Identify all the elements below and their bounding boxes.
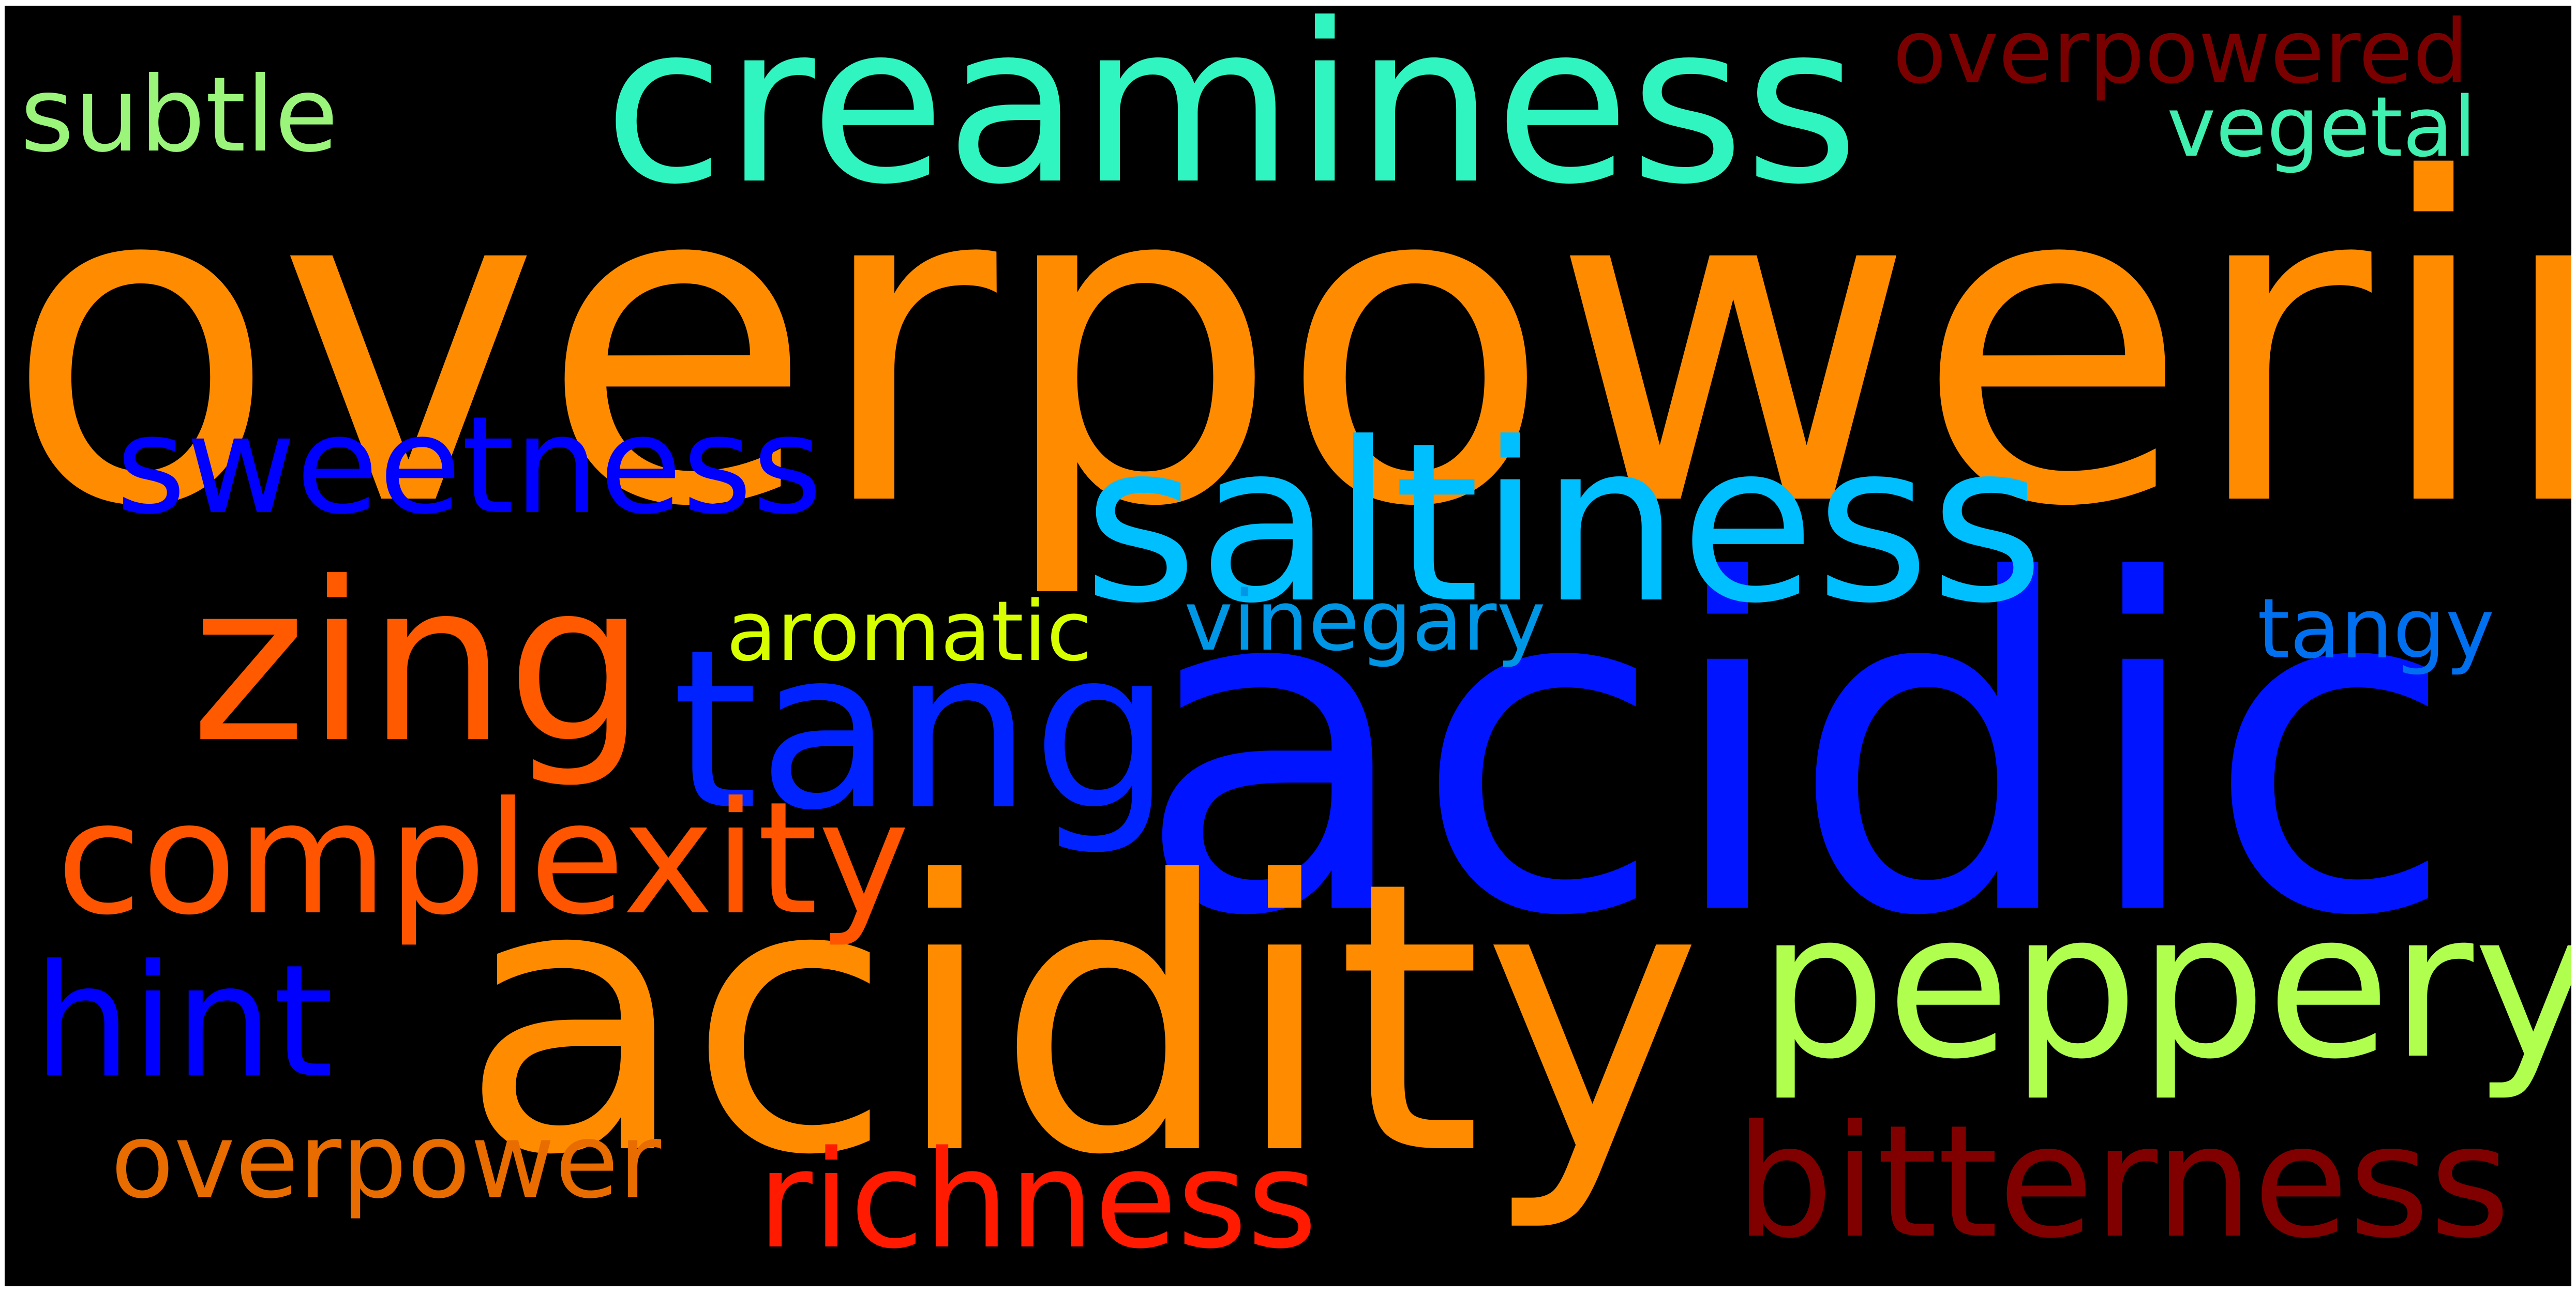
word-bitterness: bitterness — [1735, 1092, 2510, 1272]
word-acidic: acidic — [1135, 485, 2457, 1015]
word-tangy: tangy — [2257, 580, 2495, 677]
word-acidity: acidity — [460, 803, 1703, 1236]
word-zing: zing — [191, 536, 647, 791]
word-sweetness: sweetness — [116, 388, 822, 544]
word-cloud: overpowering acidic acidity creaminess s… — [5, 6, 2571, 1286]
word-overpowering: overpowering — [5, 86, 2571, 604]
word-tang: tang — [672, 603, 1172, 859]
word-vinegary: vinegary — [1184, 573, 1546, 669]
word-aromatic: aromatic — [726, 583, 1092, 680]
word-overpowered: overpowered — [1893, 6, 2469, 103]
word-subtle: subtle — [20, 55, 338, 175]
word-hint: hint — [33, 931, 334, 1112]
word-complexity: complexity — [56, 769, 910, 949]
word-saltiness: saltiness — [1083, 396, 2045, 652]
word-vegetal: vegetal — [2167, 79, 2477, 175]
word-richness: richness — [757, 1122, 1317, 1279]
word-overpower: overpower — [111, 1101, 662, 1222]
word-creaminess: creaminess — [604, 6, 1859, 233]
word-peppery: peppery — [1758, 868, 2571, 1103]
